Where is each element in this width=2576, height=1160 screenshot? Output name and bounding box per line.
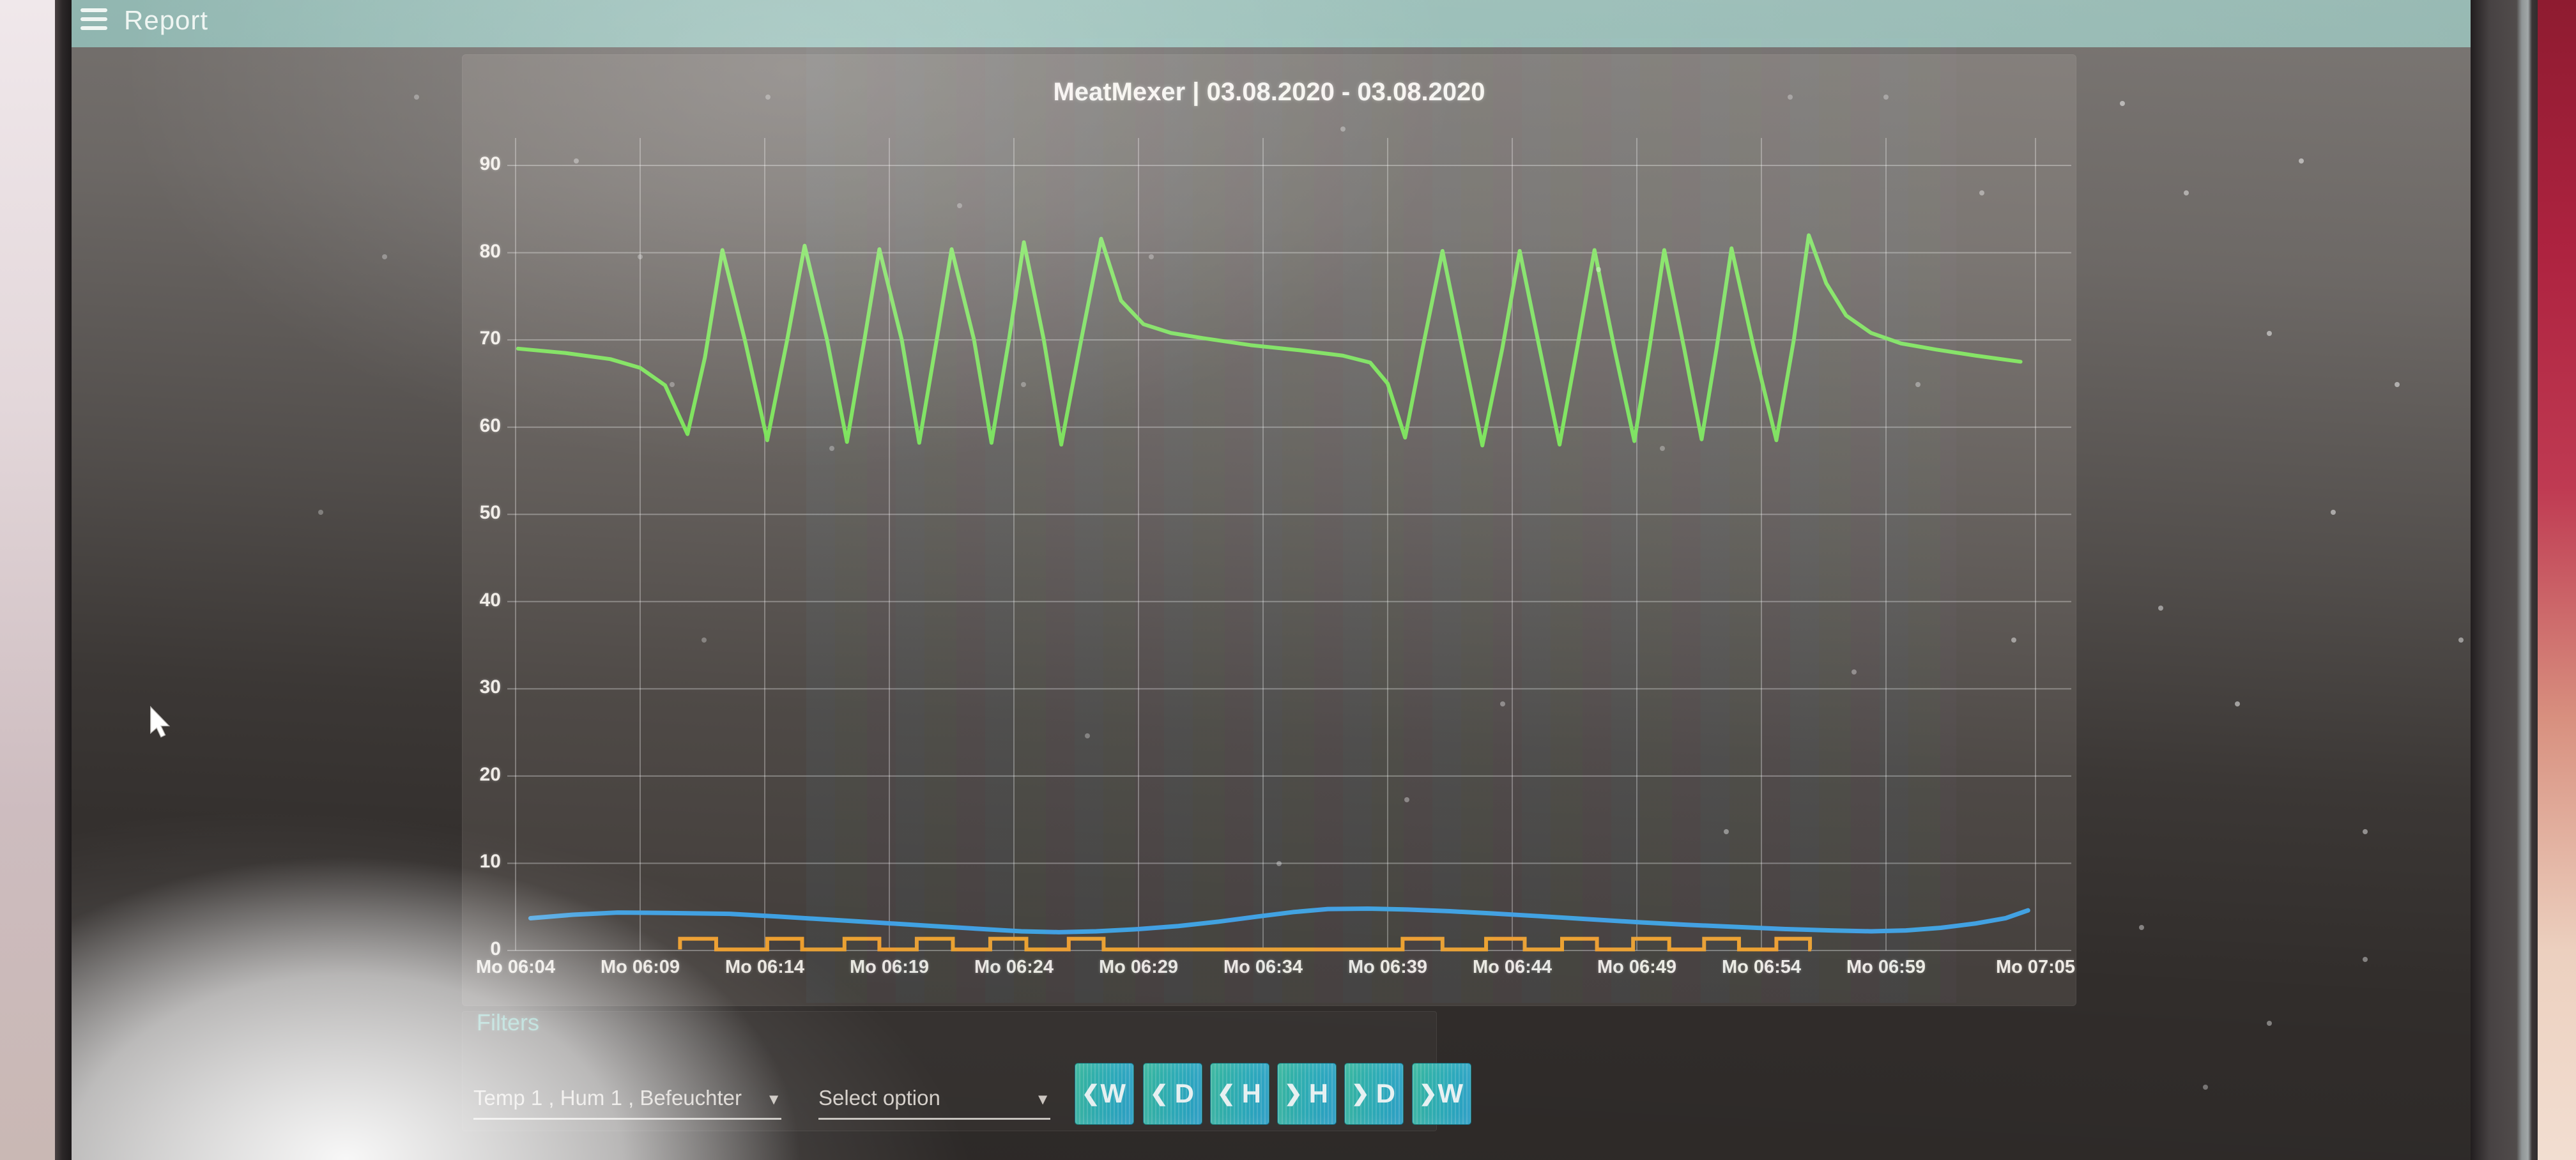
x-axis-label: Mo 07:05 [1995,957,2076,977]
room-background-left [0,0,55,1160]
option-select[interactable]: Select option ▼ [818,1076,1050,1120]
nav-button-label: D [1376,1078,1395,1108]
monitor-bezel-left [55,0,72,1160]
y-axis-label: 50 [479,502,501,524]
chevron-right-icon: ❯ [1419,1081,1438,1106]
nav-back-hour-button[interactable]: ❮ H [1210,1063,1269,1125]
x-axis-label: Mo 06:54 [1721,957,1802,977]
y-axis-label: 20 [479,763,501,785]
room-background-right [2538,0,2576,1160]
filters-panel: Filters Temp 1 , Hum 1 , Befeuchter ▼ Se… [462,1009,1471,1131]
nav-back-week-button[interactable]: ❮ W [1075,1063,1134,1125]
nav-button-label: W [1438,1078,1463,1108]
nav-button-label: W [1100,1078,1126,1108]
x-axis-label: Mo 06:19 [849,957,930,977]
x-axis-label: Mo 06:14 [724,957,805,977]
filters-heading: Filters [477,1009,539,1035]
chevron-left-icon: ❮ [1150,1081,1169,1106]
x-axis-label: Mo 06:49 [1597,957,1677,977]
chevron-right-icon: ❯ [1284,1081,1303,1106]
app-bar: Report [72,0,2471,47]
y-axis-label: 90 [479,153,501,175]
option-select-placeholder: Select option [818,1086,940,1110]
nav-button-label: D [1174,1078,1194,1108]
series-select[interactable]: Temp 1 , Hum 1 , Befeuchter ▼ [473,1076,781,1120]
mouse-cursor [150,706,171,738]
x-axis-label: Mo 06:09 [600,957,680,977]
chevron-left-icon: ❮ [1082,1081,1100,1106]
nav-forward-day-button[interactable]: ❯ D [1344,1063,1404,1125]
x-axis-label: Mo 06:59 [1846,957,1926,977]
page-title: Report [124,5,209,35]
series-select-value: Temp 1 , Hum 1 , Befeuchter [473,1086,742,1110]
nav-button-label: H [1308,1078,1328,1108]
chart-panel: MeatMexer | 03.08.2020 - 03.08.2020 0 10 2… [462,54,2076,1006]
caret-down-icon: ▼ [1035,1091,1050,1108]
y-axis-label: 70 [479,328,501,349]
monitor-bezel-right [2471,0,2538,1160]
x-axis-label: Mo 06:39 [1347,957,1428,977]
menu-icon[interactable] [80,8,107,38]
chevron-right-icon: ❯ [1351,1081,1370,1106]
nav-forward-week-button[interactable]: ❯ W [1412,1063,1471,1125]
x-axis-label: Mo 06:44 [1472,957,1552,977]
y-axis-label: 80 [479,240,501,262]
chart-plot [507,138,2071,952]
chevron-left-icon: ❮ [1217,1081,1236,1106]
screen: Report MeatMexer | 03.08.2020 - 03.08.20… [72,0,2471,1160]
y-axis-label: 40 [479,589,501,611]
nav-forward-hour-button[interactable]: ❯ H [1277,1063,1337,1125]
caret-down-icon: ▼ [766,1091,781,1108]
x-axis-label: Mo 06:24 [974,957,1054,977]
x-axis-label: Mo 06:04 [475,957,556,977]
nav-back-day-button[interactable]: ❮ D [1143,1063,1202,1125]
x-axis-label: Mo 06:34 [1223,957,1303,977]
series-hum1-line [528,906,2030,935]
y-axis-label: 10 [479,851,501,873]
x-axis-label: Mo 06:29 [1098,957,1179,977]
nav-button-label: H [1241,1078,1261,1108]
y-axis-label: 60 [479,415,501,436]
series-befeuchter-line [678,936,1813,952]
y-axis-label: 30 [479,676,501,698]
